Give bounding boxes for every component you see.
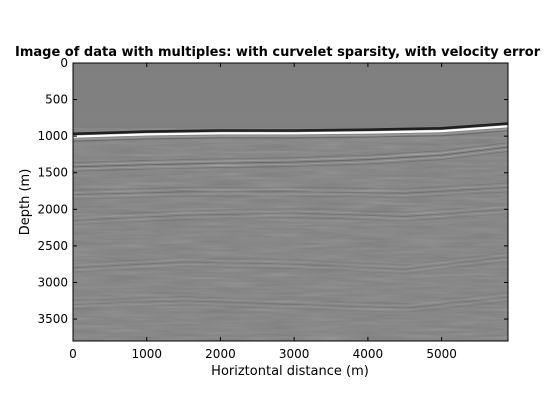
plot-area	[73, 63, 508, 341]
reflector-5	[73, 252, 508, 275]
y-axis: 0 500 1000 1500 2000 2500 3000 3500	[37, 56, 508, 326]
reflector-2	[73, 142, 508, 172]
y-tick-label: 1500	[37, 166, 68, 180]
reflector-6	[73, 292, 508, 313]
y-tick-label: 2000	[37, 202, 68, 216]
seismic-texture	[73, 128, 508, 341]
y-tick-label: 0	[60, 56, 68, 70]
x-axis-label: Horiztontal distance (m)	[211, 364, 369, 379]
reflector-3	[73, 182, 508, 200]
x-tick-label: 1000	[131, 347, 162, 361]
x-tick-label: 0	[69, 347, 77, 361]
plot-frame	[72, 62, 509, 342]
y-axis-label: Depth (m)	[18, 169, 33, 236]
reflector-1	[73, 122, 508, 142]
y-tick-label: 1000	[37, 129, 68, 143]
reflector-4	[73, 204, 508, 226]
x-tick-label: 2000	[205, 347, 236, 361]
x-tick-label: 3000	[279, 347, 310, 361]
y-tick-label: 2500	[37, 239, 68, 253]
x-tick-label: 4000	[353, 347, 384, 361]
shallow-water-zone	[73, 63, 508, 123]
x-axis: 0 1000 2000 3000 4000 5000	[69, 63, 457, 361]
x-tick-label: 5000	[426, 347, 457, 361]
chart-title: Image of data with multiples: with curve…	[15, 45, 541, 60]
y-tick-label: 3500	[37, 312, 68, 326]
y-tick-label: 3000	[37, 275, 68, 289]
reflector-layer	[73, 122, 508, 313]
y-tick-label: 500	[45, 93, 68, 107]
